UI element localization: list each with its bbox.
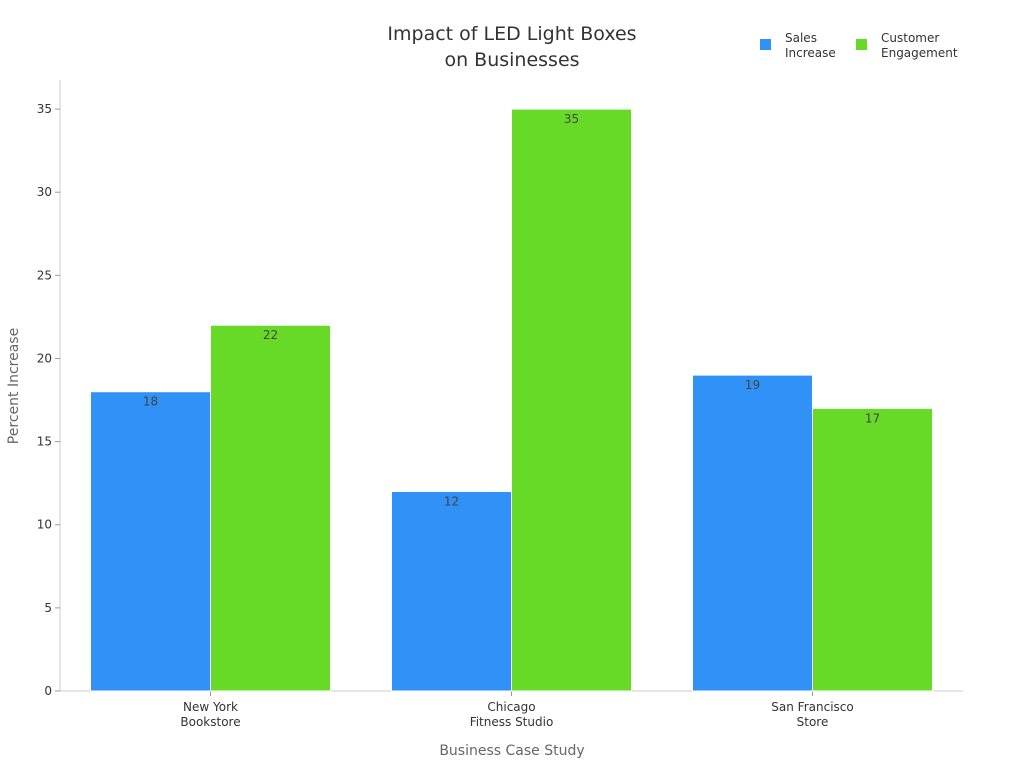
data-label: 35 — [564, 112, 579, 126]
x-tick-label: New York — [183, 700, 238, 714]
data-label: 18 — [143, 395, 158, 409]
y-tick-label: 35 — [37, 102, 52, 116]
bar — [90, 391, 211, 692]
legend-label: Engagement — [881, 46, 958, 60]
legend-label: Increase — [785, 46, 836, 60]
chart-title-line-1: Impact of LED Light Boxes — [387, 23, 636, 45]
chart-title-line-2: on Businesses — [444, 49, 579, 71]
x-tick-label: Chicago — [487, 700, 535, 714]
y-tick-label: 0 — [44, 684, 52, 698]
x-tick-label: Bookstore — [180, 715, 240, 729]
data-label: 12 — [444, 494, 459, 508]
y-tick-label: 15 — [37, 435, 52, 449]
legend-label: Customer — [881, 31, 939, 45]
x-tick-label: Store — [797, 715, 829, 729]
bars: 18 22 12 35 19 17 — [90, 108, 933, 692]
bar — [391, 490, 512, 692]
legend-swatch — [760, 39, 771, 50]
y-tick-label: 20 — [37, 351, 52, 365]
y-tick-label: 30 — [37, 185, 52, 199]
y-tick-label: 25 — [37, 268, 52, 282]
bar — [692, 374, 813, 692]
y-axis-label: Percent Increase — [6, 328, 22, 444]
x-tick-label: Fitness Studio — [470, 715, 554, 729]
bar — [210, 324, 331, 692]
y-tick-label: 10 — [37, 518, 52, 532]
x-tick-label: San Francisco — [771, 700, 853, 714]
y-tick-label: 5 — [44, 601, 52, 615]
data-label: 17 — [865, 411, 880, 425]
legend-swatch — [856, 39, 867, 50]
data-label: 19 — [745, 378, 760, 392]
data-label: 22 — [263, 328, 278, 342]
bar — [511, 108, 632, 692]
bar — [812, 407, 933, 692]
x-axis-label: Business Case Study — [439, 743, 584, 759]
legend-label: Sales — [785, 31, 817, 45]
